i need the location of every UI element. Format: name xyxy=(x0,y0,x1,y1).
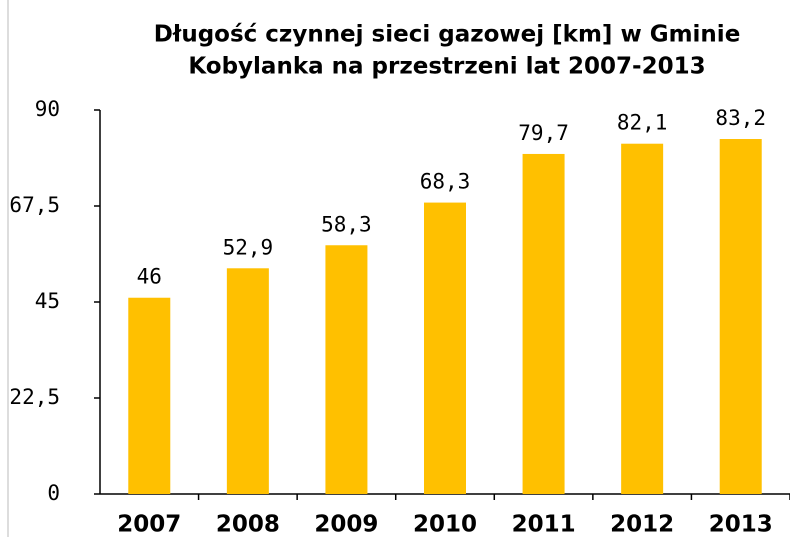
x-tick-label: 2011 xyxy=(512,512,576,537)
data-label: 58,3 xyxy=(321,212,372,236)
x-tick-label: 2013 xyxy=(709,512,773,537)
data-label: 46 xyxy=(137,265,162,289)
y-tick-label: 67,5 xyxy=(9,193,60,217)
data-label: 83,2 xyxy=(715,106,766,130)
bar xyxy=(226,268,269,494)
bar xyxy=(128,297,171,494)
x-tick-label: 2007 xyxy=(117,512,181,537)
data-label: 79,7 xyxy=(518,121,569,145)
y-tick-label: 45 xyxy=(35,289,60,313)
data-label: 68,3 xyxy=(420,170,471,194)
y-tick-label: 0 xyxy=(47,481,60,505)
bar xyxy=(621,143,664,494)
bar xyxy=(424,202,466,494)
bar xyxy=(325,245,368,494)
x-tick-label: 2010 xyxy=(413,512,477,537)
chart-title: Długość czynnej sieci gazowej [km] w Gmi… xyxy=(154,22,741,48)
data-label: 82,1 xyxy=(617,111,668,135)
x-tick-label: 2009 xyxy=(314,512,378,537)
bar xyxy=(719,139,762,494)
y-tick-label: 90 xyxy=(35,97,60,121)
x-tick-label: 2008 xyxy=(216,512,280,537)
data-label: 52,9 xyxy=(223,235,274,259)
y-tick-label: 22,5 xyxy=(9,385,60,409)
bar xyxy=(522,153,565,495)
x-tick-label: 2012 xyxy=(610,512,674,537)
chart-title: Kobylanka na przestrzeni lat 2007-2013 xyxy=(188,54,705,80)
